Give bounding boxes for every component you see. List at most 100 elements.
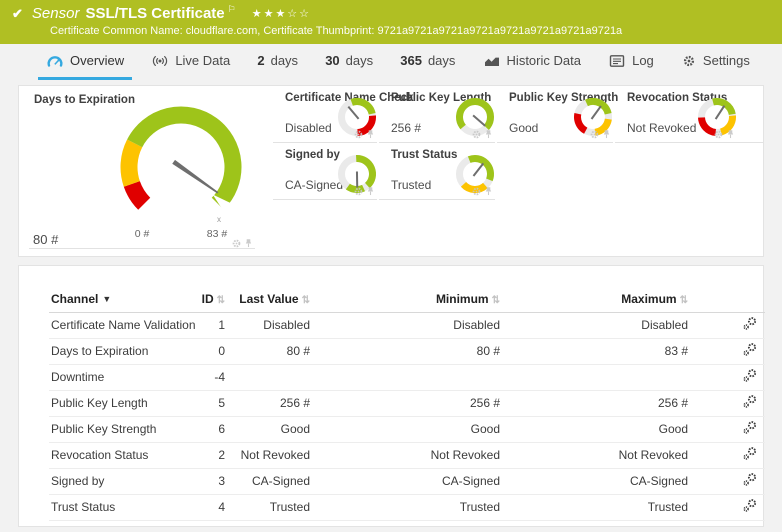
tab-overview[interactable]: Overview bbox=[38, 44, 133, 80]
tab-bar: Overview Live Data 2 days 30 days 365 days Histo… bbox=[0, 44, 782, 80]
sort-icon[interactable]: ▼ bbox=[102, 293, 112, 304]
table-row[interactable]: Public Key Strength 6 Good Good Good bbox=[49, 416, 765, 443]
table-row[interactable]: Revocation Status 2 Not Revoked Not Revoked… bbox=[49, 442, 765, 469]
revocation-status-gauge bbox=[698, 98, 736, 136]
channel-value: Disabled bbox=[227, 312, 312, 339]
gauge-title: Trust Status bbox=[391, 149, 458, 161]
tab-label: days bbox=[270, 53, 299, 68]
column-label: Channel bbox=[51, 291, 99, 306]
gauge-value: Disabled bbox=[285, 121, 332, 135]
channel-settings-icon[interactable] bbox=[690, 312, 765, 339]
gauge-cell-signed-by: Signed by CA-Signed bbox=[271, 143, 377, 200]
channel-settings-icon[interactable] bbox=[690, 416, 765, 443]
tab-number: 30 bbox=[325, 53, 340, 68]
channel-value: Trusted bbox=[502, 494, 690, 521]
table-row[interactable]: Signed by 3 CA-Signed CA-Signed CA-Signed bbox=[49, 468, 765, 495]
column-header-last-value[interactable]: Last Value ⇅ bbox=[227, 286, 312, 313]
channel-value: 256 # bbox=[227, 390, 312, 417]
gauge-mini-actions[interactable] bbox=[472, 186, 493, 196]
days-to-expiration-gauge: x bbox=[120, 106, 242, 224]
column-header-channel[interactable]: Channel ▼ bbox=[49, 286, 199, 313]
tab-30-days[interactable]: 30 days bbox=[317, 44, 381, 80]
column-label: Last Value bbox=[239, 291, 299, 306]
channel-value: 83 # bbox=[502, 338, 690, 365]
column-header-id[interactable]: ID ⇅ bbox=[199, 286, 227, 313]
gauge-cell-revocation-status: Revocation Status Not Revoked bbox=[613, 86, 763, 143]
channel-value: 256 # bbox=[502, 390, 690, 417]
max-marker-label: x bbox=[217, 215, 221, 224]
tab-365-days[interactable]: 365 days bbox=[392, 44, 463, 80]
channel-name: Trust Status bbox=[49, 494, 199, 521]
gauge-mini-actions[interactable] bbox=[354, 129, 375, 139]
sensor-kind-label: Sensor bbox=[31, 5, 80, 22]
channels-table: Channel ▼ ID ⇅ Last Value ⇅ Minimum ⇅ Maximum ⇅ C… bbox=[49, 286, 765, 521]
channel-value: 2 bbox=[199, 442, 227, 469]
gauge-title: Signed by bbox=[285, 149, 340, 161]
certificate-subtitle: Certificate Common Name: cloudflare.com,… bbox=[50, 25, 623, 37]
channel-value: Trusted bbox=[227, 494, 312, 521]
column-label: ID bbox=[201, 291, 214, 306]
tab-settings[interactable]: Settings bbox=[673, 44, 758, 80]
tab-live-data[interactable]: Live Data bbox=[143, 44, 238, 80]
gauge-value: 256 # bbox=[391, 121, 422, 135]
channel-value bbox=[227, 364, 312, 391]
channel-name: Days to Expiration bbox=[49, 338, 199, 365]
main-gauge-title: Days to Expiration bbox=[34, 94, 135, 106]
channel-settings-icon[interactable] bbox=[690, 494, 765, 521]
priority-stars[interactable]: ★★★☆☆ bbox=[251, 8, 312, 20]
table-row[interactable]: Certificate Name Validation 1 Disabled Disa… bbox=[49, 312, 765, 339]
channel-value: CA-Signed bbox=[312, 468, 502, 495]
channel-value: 80 # bbox=[227, 338, 312, 365]
channel-value: 4 bbox=[199, 494, 227, 521]
channel-name: Downtime bbox=[49, 364, 199, 391]
tab-label: Log bbox=[632, 53, 654, 68]
tab-2-days[interactable]: 2 days bbox=[249, 44, 306, 80]
tab-label: Settings bbox=[702, 53, 750, 68]
table-row[interactable]: Days to Expiration 0 80 #80 #83 # bbox=[49, 338, 765, 365]
gauge-needle bbox=[172, 159, 219, 194]
channel-value: Disabled bbox=[312, 312, 502, 339]
gauge-cell-certificate-name-check: Certificate Name Check Disabled bbox=[271, 86, 413, 143]
gauge-mini-actions[interactable] bbox=[590, 129, 611, 139]
column-header-maximum[interactable]: Maximum ⇅ bbox=[502, 286, 690, 313]
channel-settings-icon[interactable] bbox=[690, 364, 765, 391]
gauge-cell-public-key-length: Public Key Length 256 # bbox=[377, 86, 495, 143]
channel-name: Certificate Name Validation bbox=[49, 312, 199, 339]
sort-icon[interactable]: ⇅ bbox=[491, 294, 500, 306]
tab-historic-data[interactable]: Historic Data bbox=[475, 44, 589, 80]
gauge-mini-actions[interactable] bbox=[472, 129, 493, 139]
gauge-value: Good bbox=[509, 121, 539, 135]
tab-log[interactable]: Log bbox=[600, 44, 662, 80]
channel-value: Not Revoked bbox=[502, 442, 690, 469]
tab-label: Historic Data bbox=[506, 53, 581, 68]
log-icon bbox=[608, 54, 626, 68]
gear-icon bbox=[681, 54, 697, 68]
channel-value: 3 bbox=[199, 468, 227, 495]
sort-icon[interactable]: ⇅ bbox=[679, 294, 688, 306]
channel-value: Not Revoked bbox=[227, 442, 312, 469]
channel-settings-icon[interactable] bbox=[690, 390, 765, 417]
sort-icon[interactable]: ⇅ bbox=[216, 294, 225, 306]
channels-panel: Channel ▼ ID ⇅ Last Value ⇅ Minimum ⇅ Maximum ⇅ C… bbox=[18, 265, 765, 527]
table-row[interactable]: Downtime -4 bbox=[49, 364, 765, 391]
table-row[interactable]: Trust Status 4 Trusted Trusted Trusted bbox=[49, 494, 765, 521]
column-header-actions bbox=[690, 286, 765, 313]
flag-icon[interactable]: ⚐ bbox=[227, 4, 236, 14]
channel-value: Disabled bbox=[502, 312, 690, 339]
gauge-value: Trusted bbox=[391, 178, 432, 192]
channel-value: 5 bbox=[199, 390, 227, 417]
channel-name: Revocation Status bbox=[49, 442, 199, 469]
channel-settings-icon[interactable] bbox=[690, 338, 765, 365]
gauge-mini-actions[interactable] bbox=[714, 129, 735, 139]
channel-settings-icon[interactable] bbox=[690, 468, 765, 495]
gauge-value: Not Revoked bbox=[627, 121, 697, 135]
gauge-mini-actions[interactable] bbox=[354, 186, 375, 196]
channel-settings-icon[interactable] bbox=[690, 442, 765, 469]
gauge-mini-actions[interactable] bbox=[232, 238, 253, 248]
table-row[interactable]: Public Key Length 5 256 #256 #256 # bbox=[49, 390, 765, 417]
sort-icon[interactable]: ⇅ bbox=[301, 294, 310, 306]
channel-value: Good bbox=[502, 416, 690, 443]
column-header-minimum[interactable]: Minimum ⇅ bbox=[312, 286, 502, 313]
tab-label: Overview bbox=[70, 53, 125, 68]
gauge-needle bbox=[472, 114, 486, 127]
